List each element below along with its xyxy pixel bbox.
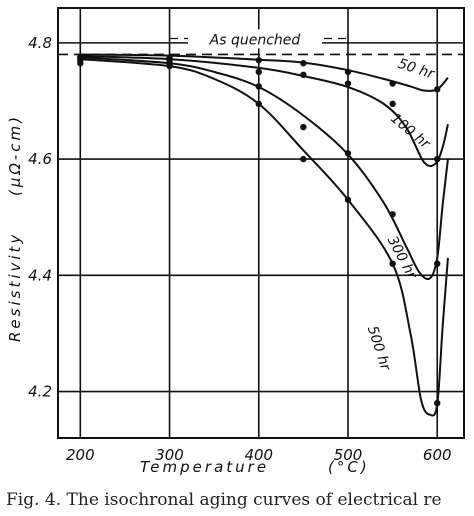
y-axis-title: Resistivity bbox=[6, 232, 24, 342]
data-point-100hr bbox=[344, 80, 352, 87]
series-label: 500 hr bbox=[364, 324, 394, 374]
data-point-100hr bbox=[389, 100, 396, 108]
x-axis-title: Temperature bbox=[140, 458, 269, 476]
x-tick-label: 500 bbox=[334, 446, 363, 464]
curve-300hr bbox=[80, 56, 449, 281]
as-quenched-label: As quenched bbox=[209, 32, 301, 48]
curve-50hr bbox=[80, 53, 449, 92]
data-point-100hr bbox=[255, 68, 262, 76]
data-point-50hr bbox=[344, 68, 352, 76]
y-axis-unit: (μΩ-cm) bbox=[6, 114, 24, 196]
series-label: 50 hr bbox=[396, 56, 437, 83]
y-tick-label: 4.8 bbox=[28, 34, 52, 52]
data-point-50hr bbox=[389, 80, 396, 87]
data-point-500hr bbox=[166, 62, 173, 70]
data-points bbox=[77, 54, 441, 407]
data-point-50hr bbox=[300, 60, 307, 67]
data-point-500hr bbox=[255, 100, 262, 108]
data-point-300hr bbox=[389, 211, 396, 218]
x-tick-label: 200 bbox=[66, 446, 95, 464]
data-point-300hr bbox=[434, 260, 441, 267]
plot-frame bbox=[57, 7, 465, 439]
series-label: 100 hr bbox=[387, 110, 433, 152]
reference-line-group: As quenched bbox=[58, 29, 464, 56]
x-tick-label: 300 bbox=[155, 446, 184, 464]
curves bbox=[80, 53, 449, 417]
data-point-500hr bbox=[77, 60, 84, 67]
data-point-300hr bbox=[344, 150, 352, 157]
data-point-100hr bbox=[434, 155, 441, 163]
data-point-500hr bbox=[300, 155, 307, 163]
data-point-50hr bbox=[434, 86, 441, 93]
data-point-300hr bbox=[300, 123, 307, 131]
as-quenched-label-bg bbox=[188, 29, 322, 49]
y-tick-label: 4.6 bbox=[28, 150, 52, 168]
data-point-300hr bbox=[255, 83, 262, 90]
x-axis-unit: (°C) bbox=[328, 458, 370, 476]
data-point-500hr bbox=[344, 196, 352, 203]
data-point-50hr bbox=[255, 57, 262, 64]
y-tick-label: 4.2 bbox=[28, 383, 52, 401]
data-point-100hr bbox=[300, 71, 307, 79]
figure-caption: Fig. 4. The isochronal aging curves of e… bbox=[6, 490, 442, 510]
data-point-500hr bbox=[434, 399, 441, 407]
curve-100hr bbox=[80, 55, 449, 168]
data-point-500hr bbox=[389, 260, 396, 267]
y-tick-label: 4.4 bbox=[28, 266, 52, 284]
x-tick-label: 400 bbox=[244, 446, 273, 464]
x-tick-label: 600 bbox=[423, 446, 452, 464]
tick-labels: 200 300 400 500 600 4.2 4.4 4.6 4.8 bbox=[28, 34, 451, 464]
